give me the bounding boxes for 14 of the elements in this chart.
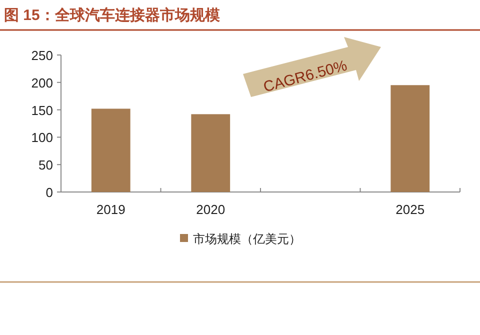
y-tick-label: 0 — [46, 185, 53, 200]
bar — [390, 85, 430, 192]
bar — [191, 114, 230, 192]
legend-label: 市场规模（亿美元） — [193, 232, 301, 246]
x-tick-label: 2019 — [96, 202, 126, 217]
y-tick-label: 150 — [31, 102, 53, 118]
y-tick-label: 50 — [38, 158, 53, 173]
x-tick-label: 2025 — [396, 202, 425, 217]
y-tick-label: 200 — [31, 75, 53, 90]
x-tick-label: 2020 — [196, 202, 226, 217]
y-tick-label: 250 — [31, 48, 53, 63]
bar — [91, 108, 130, 192]
chart-title: 图 15：全球汽车连接器市场规模 — [4, 6, 221, 24]
y-tick-label: 100 — [31, 130, 53, 146]
